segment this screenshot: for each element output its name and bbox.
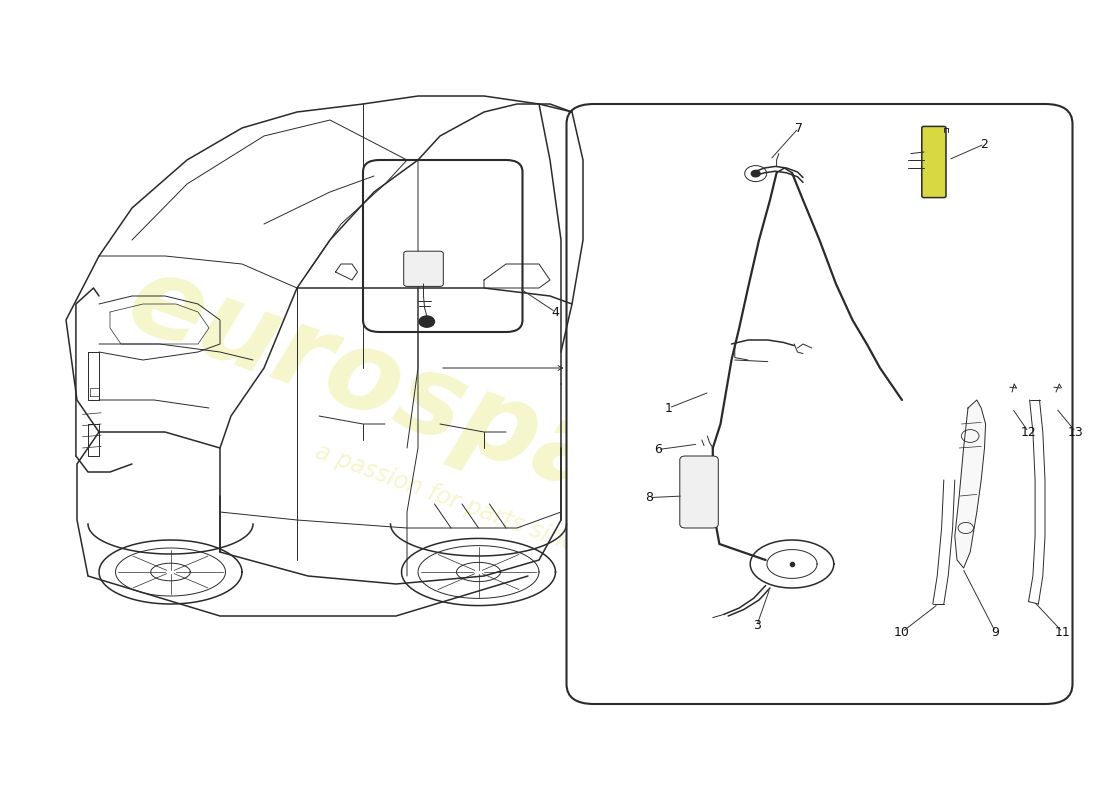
Text: 4: 4	[551, 306, 560, 318]
Text: eurospares: eurospares	[113, 246, 811, 586]
Text: 3: 3	[752, 619, 761, 632]
FancyBboxPatch shape	[922, 126, 946, 198]
Circle shape	[419, 316, 435, 327]
Polygon shape	[955, 400, 986, 568]
Text: 6: 6	[653, 443, 662, 456]
Text: 7: 7	[794, 122, 803, 134]
FancyBboxPatch shape	[680, 456, 718, 528]
FancyBboxPatch shape	[363, 160, 522, 332]
Text: a passion for parts since 1985: a passion for parts since 1985	[312, 440, 656, 584]
Text: 8: 8	[645, 491, 653, 504]
Text: 1: 1	[664, 402, 673, 414]
Text: 12: 12	[1021, 426, 1036, 438]
Text: 13: 13	[1068, 426, 1084, 438]
Text: 10: 10	[894, 626, 910, 638]
Circle shape	[751, 170, 760, 177]
FancyBboxPatch shape	[404, 251, 443, 286]
Text: 2: 2	[980, 138, 989, 150]
Text: 9: 9	[991, 626, 1000, 638]
FancyBboxPatch shape	[566, 104, 1072, 704]
Text: 11: 11	[1055, 626, 1070, 638]
